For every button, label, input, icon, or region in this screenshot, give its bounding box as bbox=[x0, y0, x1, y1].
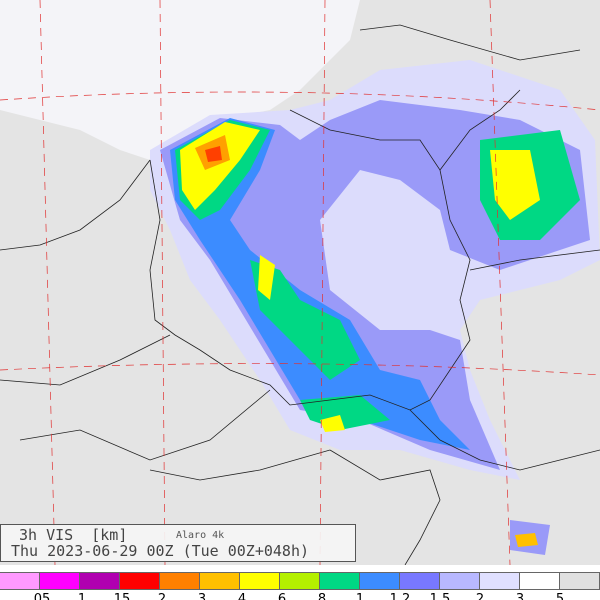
legend-label: .1 bbox=[73, 592, 87, 600]
legend-label: .2 bbox=[153, 592, 167, 600]
legend-swatch bbox=[239, 572, 280, 590]
visibility-map bbox=[0, 0, 600, 565]
legend-label: 1.5 bbox=[429, 592, 451, 600]
legend-swatch bbox=[79, 572, 120, 590]
legend-label: .4 bbox=[233, 592, 247, 600]
legend-label: .15 bbox=[109, 592, 131, 600]
variable-title: 3h VIS [km] bbox=[19, 526, 128, 544]
lat-lon-grid bbox=[0, 0, 600, 565]
low-visibility-area-red bbox=[205, 146, 222, 162]
legend-label: 1.2 bbox=[389, 592, 411, 600]
legend-swatch bbox=[439, 572, 480, 590]
map-title-box: 3h VIS [km] Alaro 4k Thu 2023-06-29 00Z … bbox=[0, 524, 356, 562]
legend-swatch bbox=[519, 572, 560, 590]
country-borders bbox=[0, 24, 600, 565]
legend-swatch bbox=[479, 572, 520, 590]
legend-swatch bbox=[119, 572, 160, 590]
legend-label: .05 bbox=[29, 592, 51, 600]
baltic-sea bbox=[0, 0, 360, 160]
model-name: Alaro 4k bbox=[176, 530, 225, 541]
legend-label: .3 bbox=[193, 592, 207, 600]
legend-label: 3 bbox=[515, 592, 525, 600]
legend-label: .6 bbox=[273, 592, 287, 600]
legend-swatch bbox=[279, 572, 320, 590]
legend-swatch bbox=[159, 572, 200, 590]
legend-swatch bbox=[559, 572, 600, 590]
legend-label: .8 bbox=[313, 592, 327, 600]
legend-swatch bbox=[359, 572, 400, 590]
valid-time: Thu 2023-06-29 00Z (Tue 00Z+048h) bbox=[11, 542, 310, 560]
legend-label: 2 bbox=[475, 592, 485, 600]
legend-label: 1 bbox=[355, 592, 365, 600]
legend-swatch bbox=[39, 572, 80, 590]
color-legend bbox=[0, 572, 600, 590]
legend-labels: .05 .1 .15 .2 .3 .4 .6 .8 1 1.2 1.5 2 3 5 bbox=[0, 590, 600, 600]
legend-swatch bbox=[199, 572, 240, 590]
legend-swatch bbox=[0, 572, 40, 590]
legend-label: 5 bbox=[555, 592, 565, 600]
low-visibility-patch bbox=[515, 533, 538, 547]
legend-swatch bbox=[319, 572, 360, 590]
legend-swatch bbox=[399, 572, 440, 590]
